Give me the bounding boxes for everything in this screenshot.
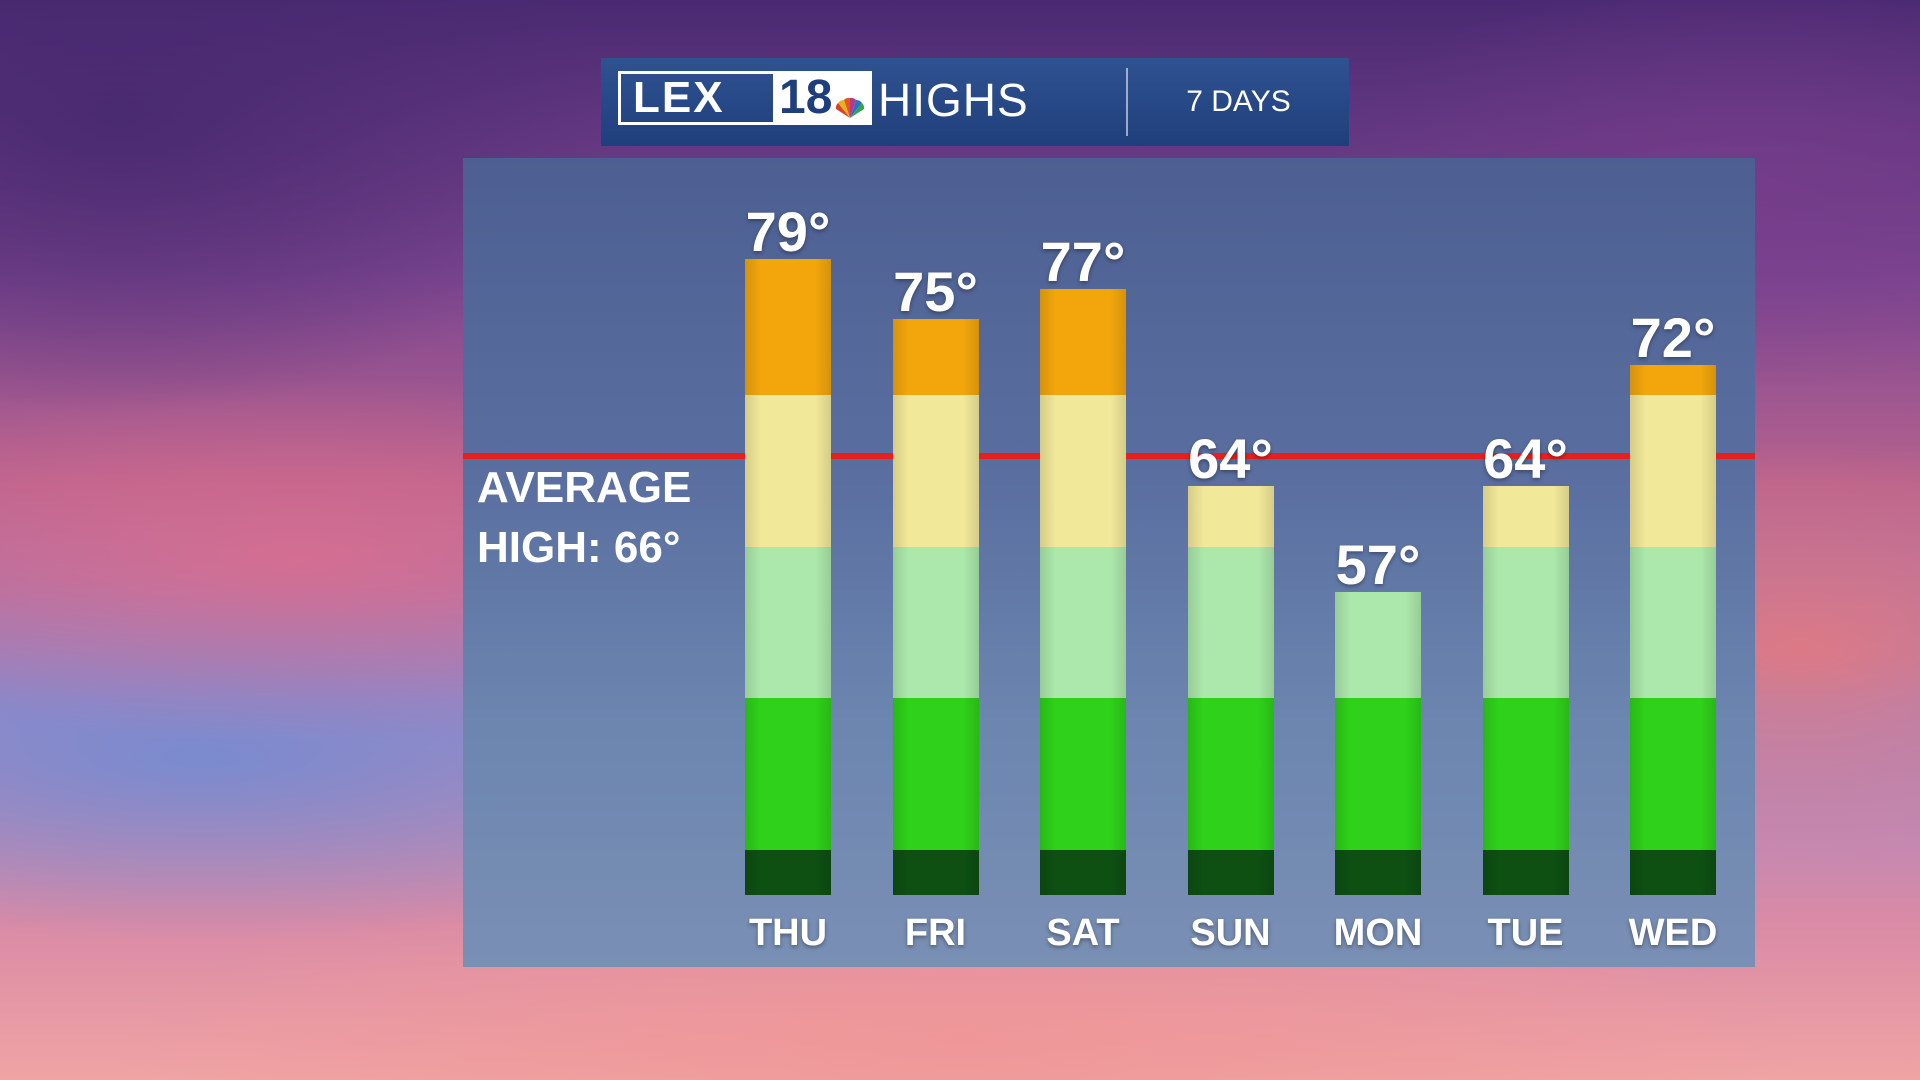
value-label-sat: 77° xyxy=(1040,230,1126,293)
bar-segment xyxy=(745,698,831,850)
value-label-sun: 64° xyxy=(1188,426,1273,490)
bar-sat xyxy=(1040,289,1126,895)
bar-segment xyxy=(1335,698,1421,850)
bar-segment xyxy=(1335,592,1421,699)
bar-segment xyxy=(1040,289,1126,396)
bar-segment xyxy=(745,546,831,699)
page-title: HIGHS xyxy=(878,74,1029,126)
period-label: 7 DAYS xyxy=(1186,85,1291,118)
bar-segment xyxy=(1630,546,1716,699)
value-label-tue: 64° xyxy=(1483,426,1568,490)
bar-segment xyxy=(1630,364,1716,396)
bar-segment xyxy=(1187,849,1274,895)
day-label-wed: WED xyxy=(1628,912,1718,954)
chart-panel: AVERAGE HIGH: 66° 79° THU 75° FRI 77° SAT 64° S… xyxy=(463,158,1755,967)
average-label-line1: AVERAGE xyxy=(477,463,692,512)
bar-segment xyxy=(745,849,831,895)
logo-number: 18 xyxy=(773,74,869,122)
bar-thu xyxy=(745,258,831,895)
bar-sun xyxy=(1187,485,1274,895)
bar-segment xyxy=(892,849,979,895)
bar-segment xyxy=(892,395,979,547)
header-bar: LEX 18 HIGHS 7 DAYS xyxy=(601,58,1349,146)
bar-segment xyxy=(1187,698,1274,850)
bar-segment xyxy=(1187,546,1274,699)
day-label-thu: THU xyxy=(748,912,828,954)
bar-segment xyxy=(1482,698,1569,850)
logo-text: LEX xyxy=(633,73,725,122)
value-label-mon: 57° xyxy=(1335,533,1421,596)
bar-segment xyxy=(1630,849,1716,895)
header-divider xyxy=(1126,68,1128,136)
day-label-sun: SUN xyxy=(1190,912,1271,954)
bar-segment xyxy=(892,319,979,396)
day-label-sat: SAT xyxy=(1046,912,1120,954)
day-label-fri: FRI xyxy=(904,912,967,954)
bar-segment xyxy=(1482,849,1569,895)
bar-fri xyxy=(892,319,979,895)
bar-segment xyxy=(1187,485,1274,547)
bar-segment xyxy=(745,395,831,547)
bar-segment xyxy=(1335,849,1421,895)
average-high-label: AVERAGE HIGH: 66° xyxy=(477,458,691,578)
day-label-tue: TUE xyxy=(1487,912,1564,954)
bar-segment xyxy=(1040,395,1126,547)
bar-segment xyxy=(745,258,831,396)
day-label-mon: MON xyxy=(1333,912,1423,954)
station-logo: LEX 18 xyxy=(618,71,872,125)
average-label-line2: HIGH: 66° xyxy=(477,523,681,572)
bar-segment xyxy=(892,546,979,699)
bar-segment xyxy=(1040,849,1126,895)
bar-segment xyxy=(1482,546,1569,699)
bar-segment xyxy=(1040,546,1126,699)
bar-tue xyxy=(1482,485,1569,895)
bar-segment xyxy=(1482,485,1569,547)
bar-segment xyxy=(1040,698,1126,850)
bar-wed xyxy=(1630,364,1716,895)
bar-segment xyxy=(1630,698,1716,850)
peacock-icon xyxy=(835,97,865,118)
value-label-fri: 75° xyxy=(893,260,978,324)
bar-segment xyxy=(1630,395,1716,547)
value-label-thu: 79° xyxy=(745,199,831,263)
bar-mon xyxy=(1335,592,1421,895)
value-label-wed: 72° xyxy=(1630,305,1716,369)
bar-segment xyxy=(892,698,979,850)
